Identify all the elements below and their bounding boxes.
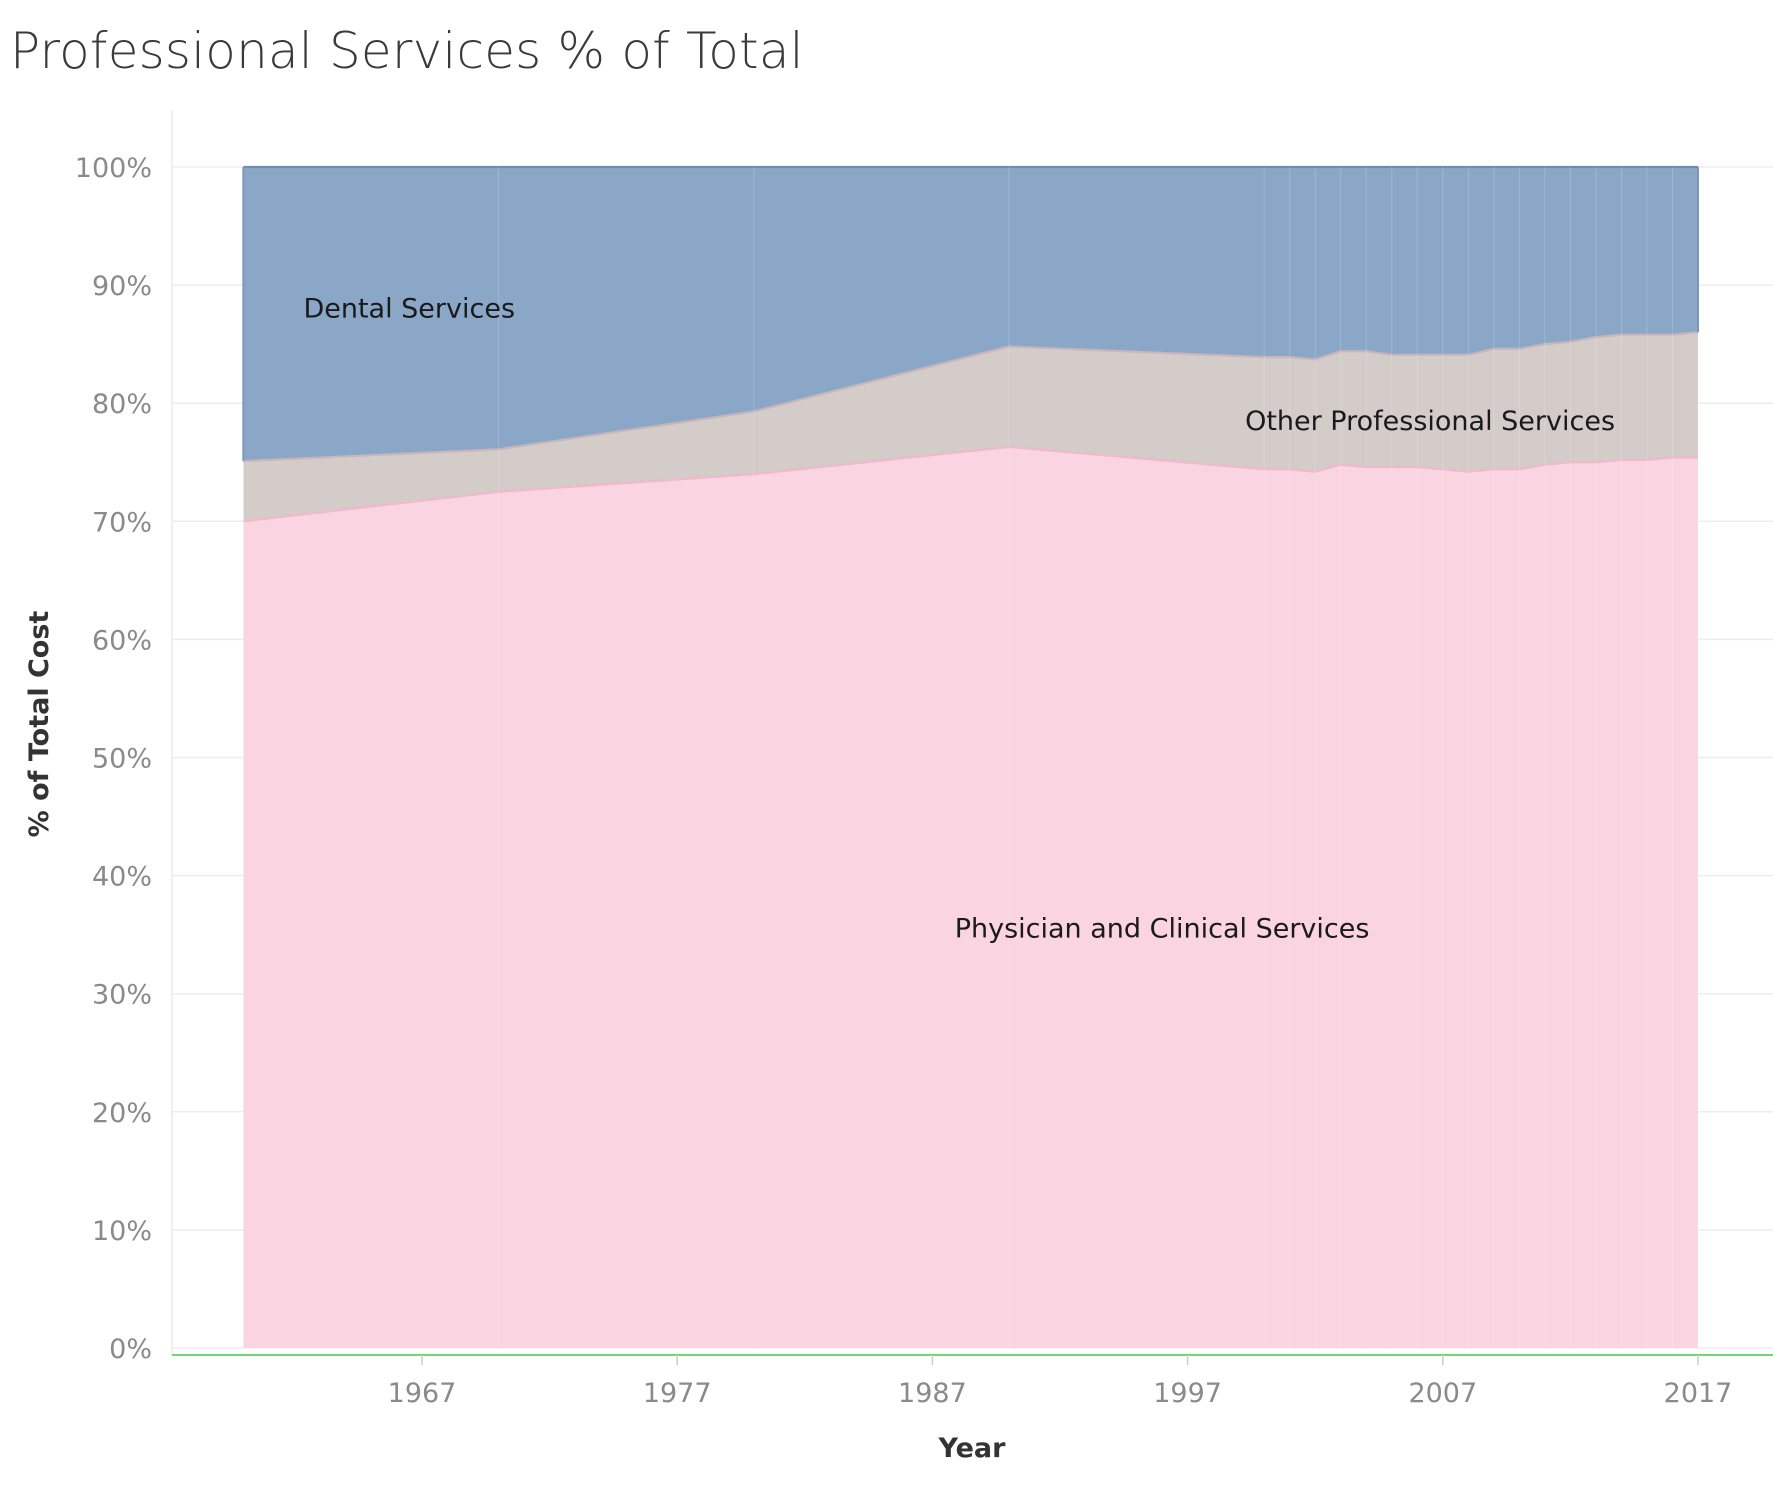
area-other-professional-services: [243, 332, 1698, 522]
area-series: [242, 165, 1699, 1348]
series-labels: Dental Services Other Professional Servic…: [303, 294, 1615, 945]
y-tick-label: 90%: [92, 271, 152, 302]
y-tick-label: 60%: [92, 625, 152, 656]
y-tick-label: 100%: [75, 153, 152, 184]
y-axis-title: % of Total Cost: [24, 611, 55, 838]
x-tick-label: 2017: [1664, 1378, 1733, 1409]
x-tick-label: 1967: [388, 1378, 457, 1409]
series-label: Physician and Clinical Services: [955, 914, 1370, 945]
area-physician-and-clinical-services: [243, 446, 1698, 1348]
chart-title: Professional Services % of Total: [10, 22, 804, 80]
y-axis: 0% 10% 20% 30% 40% 50% 60% 70% 80% 90% 100%: [75, 153, 152, 1365]
series-label: Dental Services: [303, 294, 515, 325]
y-tick-label: 50%: [92, 744, 152, 775]
area-dental-services: [243, 167, 1698, 462]
y-tick-label: 40%: [92, 862, 152, 893]
x-tick-label: 2007: [1408, 1378, 1477, 1409]
x-tick-label: 1997: [1153, 1378, 1222, 1409]
y-tick-label: 80%: [92, 389, 152, 420]
x-axis: 1967 1977 1987 1997 2007 2017: [172, 1354, 1773, 1409]
x-tick-label: 1977: [643, 1378, 712, 1409]
y-tick-label: 70%: [92, 507, 152, 538]
y-tick-label: 0%: [109, 1334, 152, 1365]
line-physician-and-clinical-services: [243, 445, 1698, 523]
x-axis-title: Year: [938, 1433, 1007, 1464]
y-tick-label: 30%: [92, 980, 152, 1011]
line-other-professional-services: [243, 331, 1699, 463]
series-label: Other Professional Services: [1245, 406, 1615, 437]
x-tick-label: 1987: [898, 1378, 967, 1409]
y-tick-label: 10%: [92, 1216, 152, 1247]
y-tick-label: 20%: [92, 1098, 152, 1129]
